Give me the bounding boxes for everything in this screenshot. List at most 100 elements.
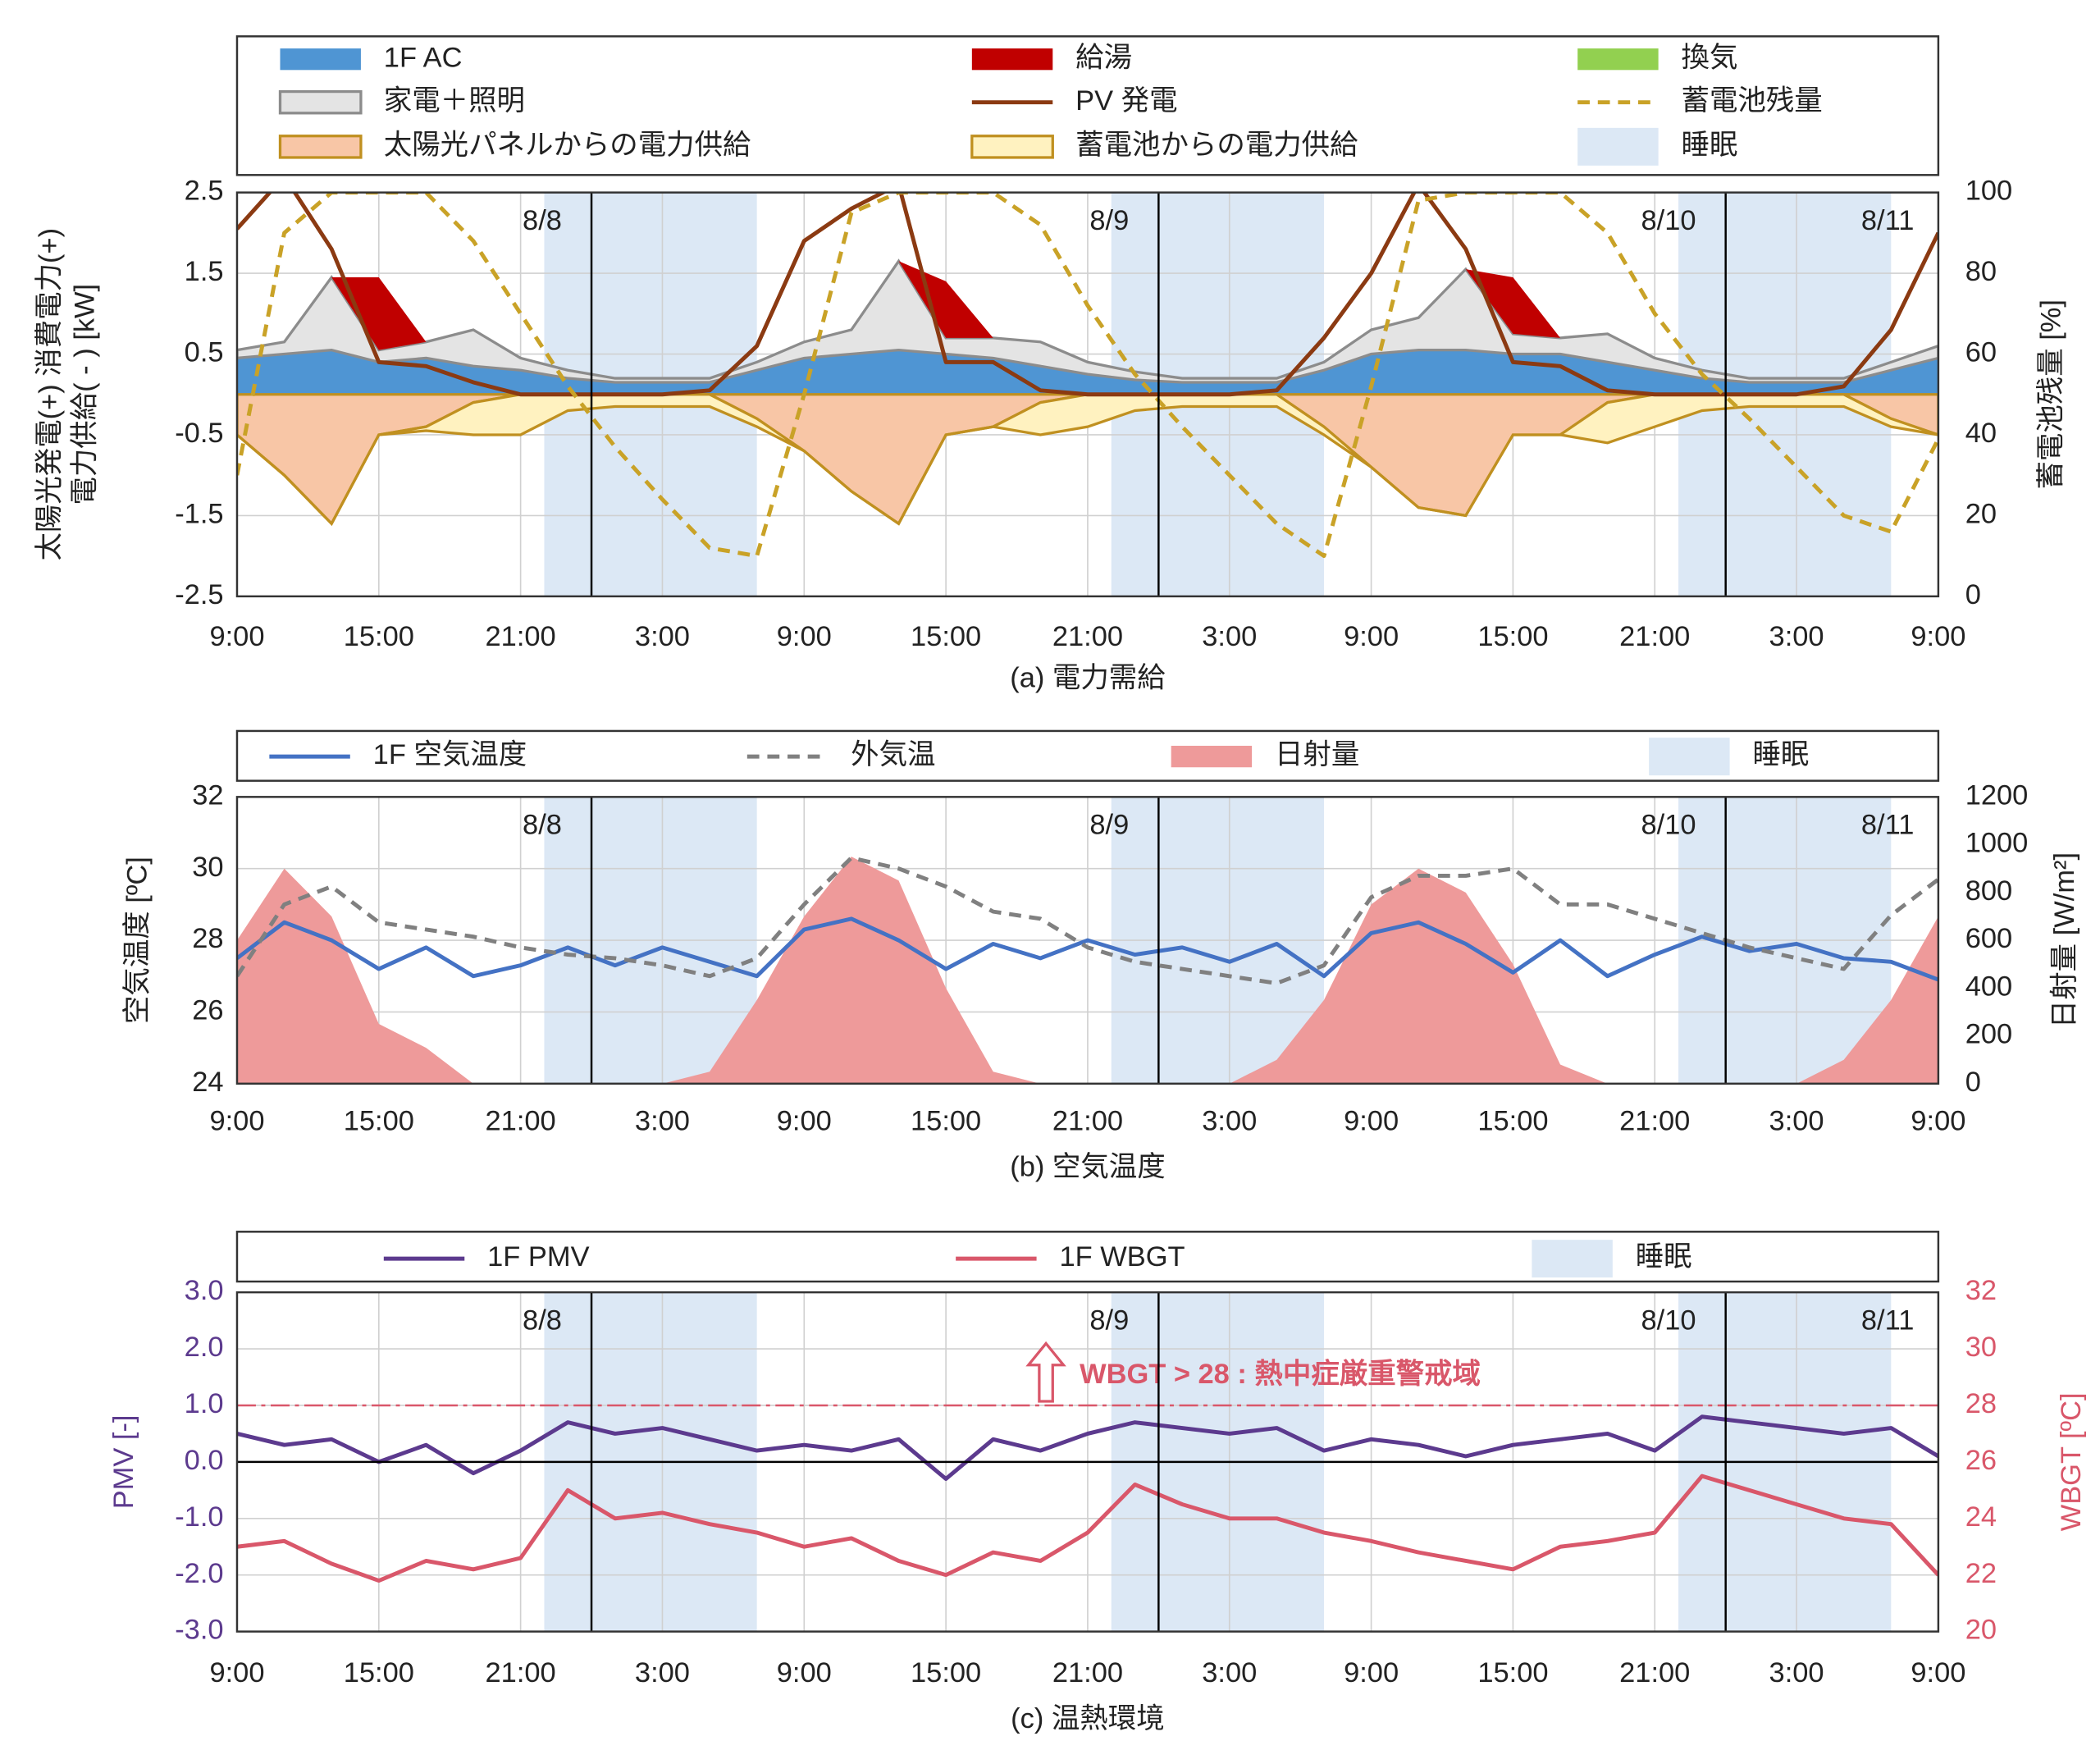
x-tick-label: 21:00 (486, 621, 556, 652)
y2-tick-label: 0 (1965, 579, 1981, 610)
y-tick-label: -1.0 (175, 1501, 223, 1533)
legend-swatch (1649, 738, 1730, 776)
y-tick-label: 24 (192, 1067, 223, 1098)
legend-swatch (970, 135, 1054, 159)
day-label: 8/8 (523, 810, 562, 841)
plot-area (236, 1292, 1938, 1632)
day-label: 8/8 (523, 205, 562, 236)
x-tick-label: 9:00 (209, 1105, 264, 1136)
y-tick-label: -2.5 (175, 579, 223, 610)
y2-tick-label: 28 (1965, 1388, 1997, 1419)
y2-tick-label: 400 (1965, 971, 2012, 1002)
legend-label: PV 発電 (1075, 85, 1177, 117)
x-tick-label: 9:00 (1911, 1105, 1965, 1136)
plot-border (235, 1291, 1940, 1633)
x-tick-label: 3:00 (1769, 621, 1824, 652)
y-tick-label: 1.5 (185, 256, 224, 287)
legend-label: 蓄電池からの電力供給 (1075, 130, 1358, 161)
x-tick-label: 15:00 (911, 1105, 981, 1136)
x-tick-label: 15:00 (1477, 1657, 1548, 1688)
y2-tick-label: 600 (1965, 923, 2012, 954)
legend-label: 家電＋照明 (384, 85, 525, 117)
x-tick-label: 3:00 (1769, 1657, 1824, 1688)
x-tick-label: 3:00 (1769, 1105, 1824, 1136)
y-tick-label: 0.5 (185, 337, 224, 368)
day-label: 8/8 (523, 1305, 562, 1336)
x-tick-label: 15:00 (344, 1657, 414, 1688)
y-tick-label: 26 (192, 995, 223, 1026)
chart-title: (c) 温熱環境 (1011, 1703, 1164, 1734)
day-label: 8/10 (1641, 1305, 1696, 1336)
legend-label: 外気温 (851, 739, 935, 770)
threshold-label: WBGT > 28 : 熱中症厳重警戒域 (1080, 1359, 1481, 1390)
y2-axis-label: 蓄電池残量 [%] (2035, 299, 2066, 490)
y2-tick-label: 1000 (1965, 828, 2029, 859)
y-tick-label: -2.0 (175, 1558, 223, 1589)
y2-tick-label: 20 (1965, 499, 1997, 530)
legend-swatch (971, 48, 1053, 71)
x-tick-label: 9:00 (209, 1657, 264, 1688)
x-tick-label: 9:00 (1911, 621, 1965, 652)
line-series (236, 1474, 1938, 1583)
chart-title: (b) 空気温度 (1010, 1151, 1165, 1182)
x-tick-label: 9:00 (777, 621, 832, 652)
y2-tick-label: 60 (1965, 337, 1997, 368)
legend-swatch (278, 135, 363, 159)
threshold-arrow (1025, 1341, 1066, 1403)
plot-border (235, 796, 1940, 1085)
y2-tick-label: 32 (1965, 1275, 1997, 1306)
day-label: 8/9 (1089, 1305, 1129, 1336)
y-tick-label: 32 (192, 779, 223, 811)
y-axis-label: 空気温度 [ºC] (121, 857, 153, 1024)
legend-label: 1F AC (384, 42, 463, 73)
day-label: 8/11 (1861, 205, 1914, 236)
y2-tick-label: 22 (1965, 1558, 1997, 1589)
area-series (236, 857, 1938, 1084)
x-tick-label: 21:00 (1619, 621, 1690, 652)
y2-tick-label: 0 (1965, 1067, 1981, 1098)
legend-label: 蓄電池残量 (1682, 85, 1823, 117)
legend-label: 1F WBGT (1059, 1241, 1185, 1273)
x-tick-label: 15:00 (1477, 621, 1548, 652)
x-tick-label: 9:00 (1344, 1105, 1399, 1136)
x-tick-label: 15:00 (344, 1105, 414, 1136)
legend-label: 睡眠 (1752, 739, 1809, 770)
x-tick-label: 21:00 (486, 1105, 556, 1136)
y-tick-label: 28 (192, 923, 223, 954)
y-tick-label: 1.0 (185, 1388, 224, 1419)
chart-title: (a) 電力需給 (1010, 663, 1165, 694)
y-axis-label: 太陽光発電(+) 消費電力(+) (34, 228, 66, 561)
x-tick-label: 15:00 (344, 621, 414, 652)
line-series (236, 916, 1938, 982)
x-tick-label: 3:00 (635, 621, 690, 652)
legend-swatch (1532, 1240, 1613, 1278)
legend-label: 日射量 (1275, 739, 1359, 770)
y2-tick-label: 40 (1965, 418, 1997, 449)
legend-label: 睡眠 (1636, 1241, 1692, 1273)
legend-label: 睡眠 (1682, 130, 1738, 161)
legend-label: 1F PMV (487, 1241, 589, 1273)
x-tick-label: 3:00 (1202, 1657, 1257, 1688)
legend-swatch (1171, 745, 1253, 768)
y2-tick-label: 200 (1965, 1019, 2012, 1050)
legend-swatch (280, 48, 361, 71)
legend-box (235, 1231, 1940, 1283)
area-series (236, 393, 1938, 527)
y2-axis-label: 日射量 [W/m²] (2049, 852, 2080, 1028)
y2-tick-label: 24 (1965, 1501, 1997, 1533)
day-label: 8/10 (1641, 810, 1696, 841)
x-tick-label: 21:00 (1619, 1105, 1690, 1136)
day-label: 8/9 (1089, 810, 1129, 841)
plot-border (235, 191, 1940, 598)
y-axis-label: 電力供給( - ) [kW] (69, 284, 100, 505)
y2-tick-label: 26 (1965, 1445, 1997, 1476)
line-series (236, 856, 1938, 985)
y2-tick-label: 1200 (1965, 779, 2029, 811)
y2-tick-label: 80 (1965, 256, 1997, 287)
x-tick-label: 21:00 (1619, 1657, 1690, 1688)
x-tick-label: 9:00 (1344, 1657, 1399, 1688)
y2-axis-label: WBGT [ºC] (2056, 1392, 2087, 1531)
y2-tick-label: 800 (1965, 875, 2012, 907)
